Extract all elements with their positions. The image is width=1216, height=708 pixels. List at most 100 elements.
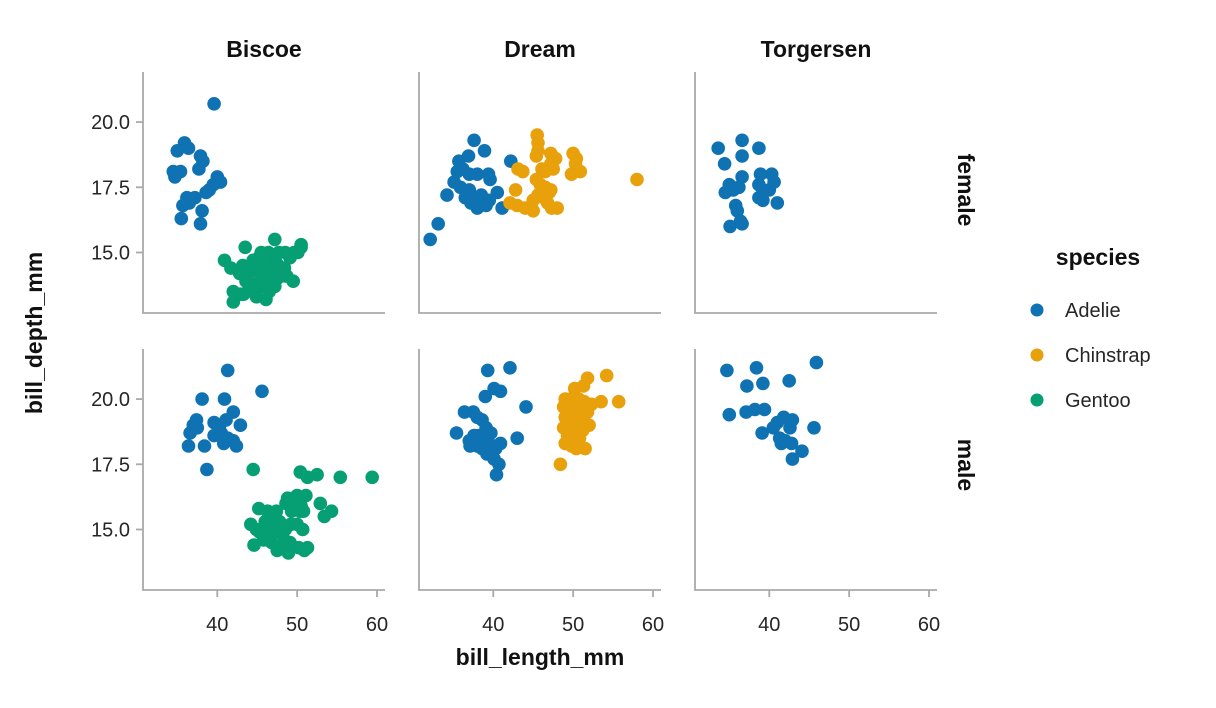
y-tick-label: 20.0 [91, 112, 130, 134]
y-tick-label: 17.5 [91, 177, 130, 199]
data-point-adelie [807, 421, 821, 435]
x-tick-label: 50 [286, 614, 308, 636]
data-point-adelie [229, 439, 244, 453]
data-point-adelie [193, 217, 208, 231]
facet-axes-Dream-male: 40 50 60 [418, 349, 664, 636]
data-point-chinstrap [594, 394, 608, 409]
axis-spine [694, 72, 937, 314]
data-point-adelie [220, 363, 235, 378]
axis-spine [142, 349, 385, 591]
data-point-adelie [233, 418, 248, 433]
facet-title-torgersen: Torgersen [761, 36, 872, 62]
data-point-adelie [785, 452, 800, 466]
data-point-adelie [467, 133, 481, 148]
data-point-adelie [795, 444, 809, 459]
data-point-adelie [740, 379, 754, 393]
facet-points-Biscoe-female [166, 97, 308, 309]
data-point-adelie [762, 183, 777, 197]
axis-spine [418, 72, 661, 314]
data-point-adelie [756, 193, 770, 208]
legend: species Adelie Chinstrap Gentoo [1030, 244, 1151, 412]
data-point-adelie [756, 376, 770, 391]
data-point-adelie [723, 219, 737, 234]
data-point-gentoo [238, 240, 252, 255]
data-point-adelie [757, 402, 772, 417]
data-point-chinstrap [526, 204, 540, 218]
data-point-adelie [732, 180, 746, 195]
data-point-adelie [752, 141, 766, 155]
data-point-adelie [774, 436, 789, 451]
x-axis-label: bill_length_mm [456, 644, 625, 670]
y-tick-label: 20.0 [91, 389, 130, 411]
data-point-gentoo [310, 467, 324, 482]
axis-spine [142, 72, 385, 314]
facet-axes-Biscoe-male: 40 50 60 20.0 17.5 15.0 [91, 349, 388, 636]
data-point-gentoo [324, 504, 339, 518]
y-tick-label: 15.0 [91, 242, 130, 264]
data-point-adelie [207, 428, 221, 443]
facet-axes-Torgersen-male: 40 50 60 [694, 349, 940, 636]
data-point-adelie [463, 439, 477, 453]
data-point-adelie [720, 363, 734, 378]
data-point-adelie [457, 405, 472, 419]
data-point-adelie [219, 413, 233, 427]
data-point-chinstrap [550, 201, 564, 215]
data-point-adelie [174, 211, 189, 226]
data-point-gentoo [333, 470, 348, 485]
data-point-gentoo [261, 245, 276, 260]
data-point-adelie [440, 188, 454, 202]
legend-label-adelie: Adelie [1065, 300, 1121, 322]
data-point-adelie [735, 217, 749, 231]
data-point-gentoo [281, 546, 296, 560]
data-point-gentoo [296, 504, 311, 518]
data-point-gentoo [299, 488, 313, 503]
data-point-gentoo [286, 274, 301, 289]
data-point-chinstrap [529, 149, 544, 163]
data-point-adelie [449, 426, 464, 440]
facet-points-Dream-female [423, 128, 644, 247]
data-point-adelie [199, 185, 213, 200]
facet-points-Dream-male [449, 361, 626, 482]
data-point-chinstrap [508, 183, 523, 197]
data-point-chinstrap [599, 368, 614, 383]
data-point-adelie [477, 144, 492, 158]
legend-item-chinstrap: Chinstrap [1030, 345, 1151, 367]
data-point-adelie [503, 361, 517, 375]
data-point-adelie [730, 204, 745, 218]
facet-axes-Dream-female [418, 72, 661, 314]
x-tick-label: 60 [918, 614, 940, 636]
axis-spine [418, 349, 661, 591]
x-tick-label: 40 [758, 614, 780, 636]
data-point-adelie [735, 170, 749, 184]
data-point-chinstrap [516, 164, 530, 179]
legend-label-gentoo: Gentoo [1065, 390, 1131, 412]
data-point-chinstrap [569, 441, 584, 456]
data-point-adelie [749, 361, 764, 375]
data-point-adelie [255, 384, 269, 399]
data-point-adelie [755, 426, 769, 440]
data-point-gentoo [365, 470, 380, 485]
data-point-chinstrap [630, 172, 644, 187]
x-tick-label: 50 [562, 614, 584, 636]
data-point-gentoo [268, 232, 282, 247]
facet-points-Torgersen-male [720, 355, 824, 466]
data-point-adelie [170, 144, 185, 158]
facet-title-biscoe: Biscoe [226, 36, 301, 62]
data-point-gentoo [246, 462, 260, 477]
data-point-chinstrap [564, 167, 579, 181]
data-point-adelie [766, 421, 781, 435]
x-tick-label: 40 [206, 614, 228, 636]
x-tick-label: 40 [482, 614, 504, 636]
chinstrap-swatch-icon [1030, 348, 1044, 362]
data-point-adelie [783, 421, 797, 435]
data-point-adelie [207, 97, 221, 111]
facet-title-dream: Dream [504, 36, 576, 62]
data-point-adelie [735, 149, 749, 163]
data-point-chinstrap [580, 405, 595, 419]
data-point-adelie [423, 232, 438, 247]
data-point-adelie [717, 157, 732, 171]
data-point-adelie [168, 170, 182, 184]
data-point-adelie [200, 462, 214, 477]
facet-axes-Torgersen-female [694, 72, 937, 314]
data-point-adelie [735, 133, 749, 148]
